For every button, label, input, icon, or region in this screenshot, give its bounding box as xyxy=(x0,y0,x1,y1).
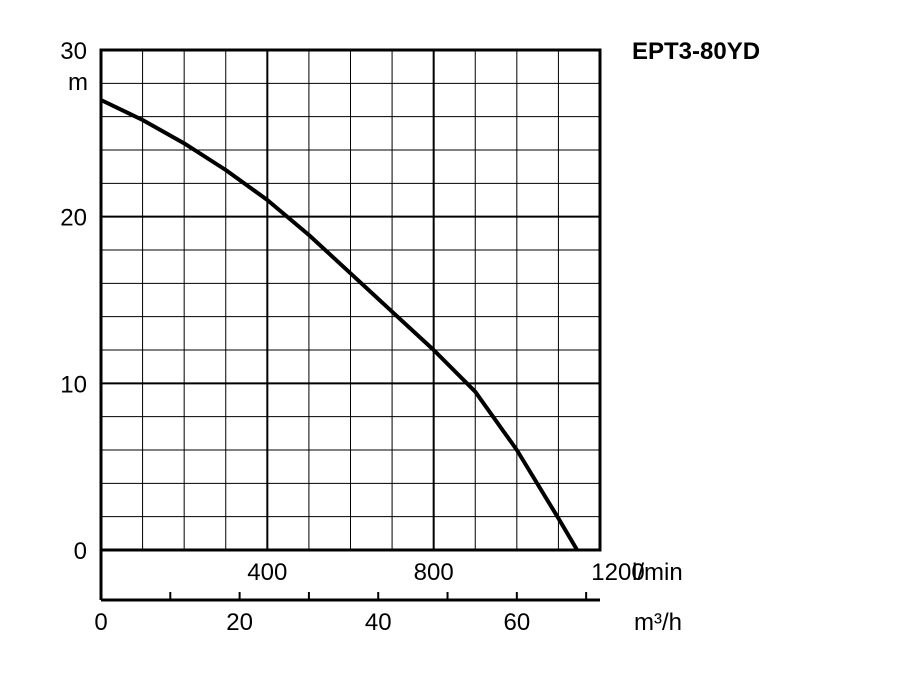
x-axis-unit-lmin: l/min xyxy=(632,559,683,586)
y-axis-unit-label: m xyxy=(68,69,88,96)
grid xyxy=(99,50,600,600)
series-line xyxy=(100,98,579,552)
secondary-x-axis-ticks xyxy=(169,592,588,600)
x-tick-label-m3h: 0 xyxy=(94,609,107,636)
x-tick-label-lmin: 800 xyxy=(414,559,454,586)
x-tick-label-lmin: 400 xyxy=(247,559,287,586)
plot-frame xyxy=(99,48,602,552)
y-tick-label: 30 xyxy=(60,38,87,65)
y-tick-label: 20 xyxy=(60,205,87,232)
x-tick-label-m3h: 20 xyxy=(226,609,253,636)
x-tick-label-lmin: 1200 xyxy=(591,559,644,586)
x-axis-unit-m3h: m³/h xyxy=(634,609,682,636)
series-points xyxy=(100,99,578,551)
x-tick-label-m3h: 40 xyxy=(365,609,392,636)
y-tick-label: 0 xyxy=(74,538,87,565)
x-tick-label-m3h: 60 xyxy=(503,609,530,636)
chart-title: EPT3-80YD xyxy=(632,38,760,65)
y-tick-label: 10 xyxy=(60,371,87,398)
